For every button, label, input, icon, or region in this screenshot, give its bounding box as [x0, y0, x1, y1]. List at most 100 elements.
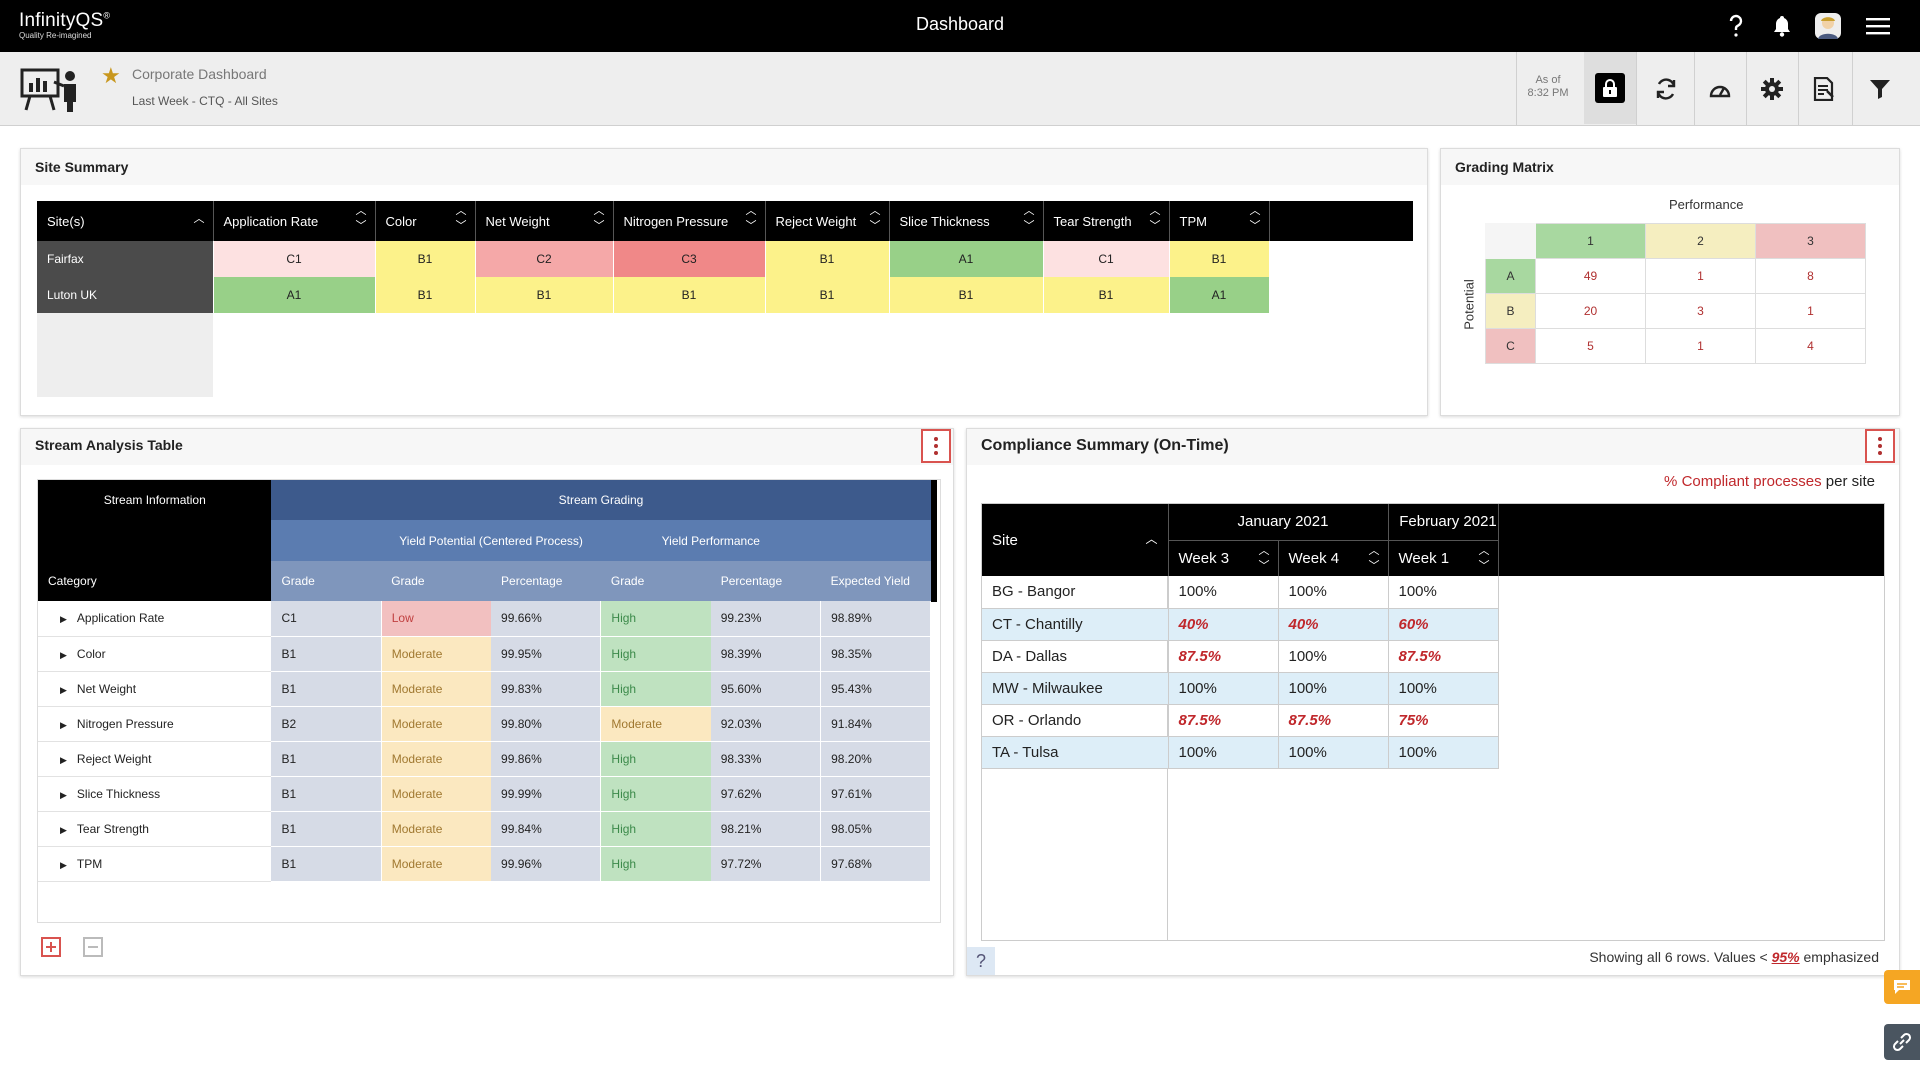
compliance-menu-button[interactable] — [1865, 429, 1895, 463]
grade-cell[interactable]: A1 — [889, 241, 1044, 277]
expected-yield-column-header[interactable]: Expected Yield — [820, 561, 931, 601]
grade-cell[interactable]: B1 — [765, 241, 890, 277]
category-cell[interactable]: ▶ Nitrogen Pressure — [38, 706, 272, 742]
table-row[interactable]: OR - Orlando 87.5% 87.5% 75% — [982, 704, 1499, 737]
table-row[interactable]: ▶ Reject Weight B1 Moderate 99.86% High 9… — [38, 741, 931, 777]
matrix-cell[interactable]: 8 — [1755, 258, 1866, 294]
table-row[interactable]: TA - Tulsa 100% 100% 100% — [982, 736, 1499, 769]
category-cell[interactable]: ▶ Reject Weight — [38, 741, 272, 777]
compliance-value-cell[interactable]: 100% — [1388, 576, 1499, 609]
table-row[interactable]: CT - Chantilly 40% 40% 60% — [982, 608, 1499, 641]
matrix-cell[interactable]: 49 — [1535, 258, 1646, 294]
menu-icon[interactable] — [1864, 12, 1892, 40]
yp-percentage-column-header[interactable]: Percentage — [491, 561, 601, 601]
help-icon[interactable] — [1722, 12, 1750, 40]
category-cell[interactable]: ▶ Application Rate — [38, 601, 272, 637]
compliance-value-cell[interactable]: 87.5% — [1388, 640, 1499, 673]
avatar[interactable] — [1814, 12, 1842, 40]
sort-arrows-icon[interactable]: ︿ ﹀ — [869, 205, 881, 232]
compliance-value-cell[interactable]: 100% — [1168, 576, 1279, 609]
grade-cell[interactable]: C1 — [213, 241, 376, 277]
sort-up-icon[interactable]: ︿ — [193, 213, 205, 225]
grade-cell[interactable]: B1 — [889, 277, 1044, 313]
compliance-value-cell[interactable]: 100% — [1168, 736, 1279, 769]
column-header[interactable]: Reject Weight ︿ ﹀ — [765, 201, 890, 241]
site-cell[interactable]: OR - Orlando — [982, 704, 1169, 737]
column-header[interactable]: TPM ︿ ﹀ — [1169, 201, 1270, 241]
compliance-value-cell[interactable]: 40% — [1168, 608, 1279, 641]
site-cell[interactable]: TA - Tulsa — [982, 736, 1169, 769]
matrix-cell[interactable]: 4 — [1755, 328, 1866, 364]
help-question-icon[interactable]: ? — [967, 947, 995, 975]
category-cell[interactable]: ▶ Color — [38, 636, 272, 672]
grade-cell[interactable]: C2 — [475, 241, 614, 277]
compliance-value-cell[interactable]: 87.5% — [1168, 704, 1279, 737]
compliance-value-cell[interactable]: 87.5% — [1278, 704, 1389, 737]
column-header[interactable]: Application Rate ︿ ﹀ — [213, 201, 376, 241]
grade-cell[interactable]: A1 — [213, 277, 376, 313]
expand-caret-icon[interactable]: ▶ — [60, 789, 67, 800]
sort-arrows-icon[interactable]: ︿ ﹀ — [455, 205, 467, 232]
site-cell[interactable]: DA - Dallas — [982, 640, 1169, 673]
grade-cell[interactable]: A1 — [1169, 277, 1270, 313]
table-row[interactable]: DA - Dallas 87.5% 100% 87.5% — [982, 640, 1499, 673]
compliance-value-cell[interactable]: 100% — [1388, 736, 1499, 769]
grade-cell[interactable]: C3 — [613, 241, 766, 277]
sort-arrows-icon[interactable]: ︿ ﹀ — [355, 205, 367, 232]
grade-cell[interactable]: B1 — [765, 277, 890, 313]
grade-column-header[interactable]: Grade — [271, 561, 382, 601]
grade-cell[interactable]: B1 — [375, 241, 476, 277]
infinityqs-logo[interactable]: InfinityQS® Quality Re-imagined — [19, 10, 110, 40]
sort-arrows-icon[interactable]: ︿ ﹀ — [1368, 544, 1380, 572]
expand-caret-icon[interactable]: ▶ — [60, 859, 67, 870]
matrix-cell[interactable]: 1 — [1645, 328, 1756, 364]
compliance-value-cell[interactable]: 100% — [1278, 672, 1389, 705]
column-header[interactable]: Color ︿ ﹀ — [375, 201, 476, 241]
column-header[interactable]: Tear Strength ︿ ﹀ — [1043, 201, 1170, 241]
gauge-button[interactable] — [1694, 52, 1746, 126]
category-cell[interactable]: ▶ Net Weight — [38, 671, 272, 707]
table-row[interactable]: ▶ TPM B1 Moderate 99.96% High 97.72% 97.6… — [38, 846, 931, 882]
column-header[interactable]: Net Weight ︿ ﹀ — [475, 201, 614, 241]
table-row[interactable]: ▶ Nitrogen Pressure B2 Moderate 99.80% Mo… — [38, 706, 931, 742]
matrix-cell[interactable]: 5 — [1535, 328, 1646, 364]
favorite-star-icon[interactable]: ★ — [101, 63, 121, 88]
week-column-header[interactable]: Week 1 ︿ ﹀ — [1388, 540, 1499, 576]
week-column-header[interactable]: Week 4 ︿ ﹀ — [1278, 540, 1389, 576]
footer-threshold[interactable]: 95% — [1771, 949, 1800, 965]
compliance-value-cell[interactable]: 100% — [1388, 672, 1499, 705]
lock-button[interactable] — [1584, 52, 1636, 124]
grade-cell[interactable]: B1 — [613, 277, 766, 313]
sort-arrows-icon[interactable]: ︿ ﹀ — [1478, 544, 1490, 572]
expand-caret-icon[interactable]: ▶ — [60, 754, 67, 765]
expand-caret-icon[interactable]: ▶ — [60, 684, 67, 695]
table-row[interactable]: ▶ Application Rate C1 Low 99.66% High 99.… — [38, 601, 931, 637]
grade-cell[interactable]: B1 — [1169, 241, 1270, 277]
sort-arrows-icon[interactable]: ︿ ﹀ — [745, 205, 757, 232]
stream-analysis-menu-button[interactable] — [921, 429, 951, 463]
table-row[interactable]: BG - Bangor 100% 100% 100% — [982, 576, 1499, 609]
compliance-value-cell[interactable]: 100% — [1168, 672, 1279, 705]
refresh-button[interactable] — [1640, 52, 1692, 126]
expand-caret-icon[interactable]: ▶ — [60, 649, 67, 660]
category-cell[interactable]: ▶ Slice Thickness — [38, 776, 272, 812]
table-row[interactable]: ▶ Net Weight B1 Moderate 99.83% High 95.6… — [38, 671, 931, 707]
table-row[interactable]: MW - Milwaukee 100% 100% 100% — [982, 672, 1499, 705]
compliance-value-cell[interactable]: 100% — [1278, 736, 1389, 769]
site-cell[interactable]: CT - Chantilly — [982, 608, 1169, 641]
grade-cell[interactable]: B1 — [375, 277, 476, 313]
expand-caret-icon[interactable]: ▶ — [60, 614, 67, 625]
site-cell[interactable]: MW - Milwaukee — [982, 672, 1169, 705]
site-column-header[interactable]: Site ︿ — [982, 504, 1169, 576]
expand-all-button[interactable] — [41, 937, 61, 962]
compliance-value-cell[interactable]: 87.5% — [1168, 640, 1279, 673]
compliance-value-cell[interactable]: 100% — [1278, 640, 1389, 673]
link-button[interactable] — [1884, 1024, 1920, 1060]
grade-cell[interactable]: C1 — [1043, 241, 1170, 277]
table-row[interactable]: ▶ Slice Thickness B1 Moderate 99.99% High… — [38, 776, 931, 812]
grade-cell[interactable]: B1 — [1043, 277, 1170, 313]
settings-button[interactable] — [1746, 52, 1798, 126]
sort-arrows-icon[interactable]: ︿ ﹀ — [1258, 544, 1270, 572]
category-cell[interactable]: ▶ Tear Strength — [38, 811, 272, 847]
report-button[interactable] — [1798, 52, 1850, 126]
